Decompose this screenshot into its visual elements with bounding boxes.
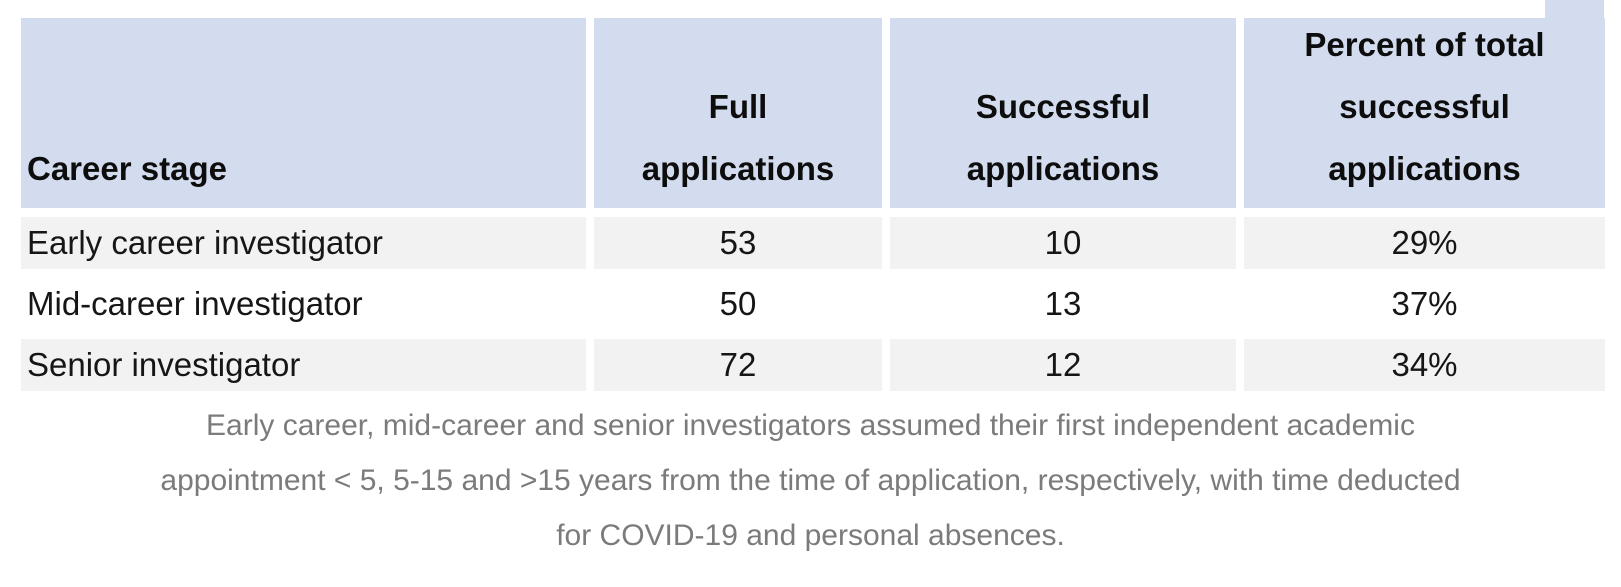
top-right-blue-square xyxy=(1545,0,1604,19)
header-line: applications xyxy=(966,150,1160,187)
cell-career-stage: Senior investigator xyxy=(21,339,586,391)
applications-table: Career stage Full applications Successfu… xyxy=(21,18,1605,391)
header-cell-career-stage: Career stage xyxy=(21,18,586,208)
caption-line-1: Early career, mid-career and senior inve… xyxy=(206,409,1415,442)
caption-line-2: appointment < 5, 5-15 and >15 years from… xyxy=(160,464,1461,497)
cell-successful-applications: 10 xyxy=(890,217,1236,269)
cell-percent-successful: 34% xyxy=(1244,339,1605,391)
cell-percent-successful: 37% xyxy=(1244,278,1605,330)
header-cell-percent-total-successful: Percent of total successful applications xyxy=(1244,18,1605,208)
cell-full-applications: 72 xyxy=(594,339,882,391)
header-line: Percent of total xyxy=(1304,26,1545,63)
table-caption: Early career, mid-career and senior inve… xyxy=(0,398,1621,563)
header-line: applications xyxy=(1328,150,1521,187)
cell-percent-successful: 29% xyxy=(1244,217,1605,269)
header-line: Career stage xyxy=(27,150,227,187)
header-line: applications xyxy=(641,150,835,187)
header-cell-successful-applications: Successful applications xyxy=(890,18,1236,208)
caption-line-3: for COVID-19 and personal absences. xyxy=(556,519,1065,552)
cell-successful-applications: 13 xyxy=(890,278,1236,330)
header-line: successful xyxy=(1339,88,1510,125)
cell-full-applications: 53 xyxy=(594,217,882,269)
header-line: Full xyxy=(708,88,768,125)
header-cell-full-applications: Full applications xyxy=(594,18,882,208)
cell-career-stage: Early career investigator xyxy=(21,217,586,269)
cell-career-stage: Mid-career investigator xyxy=(21,278,586,330)
cell-full-applications: 50 xyxy=(594,278,882,330)
cell-successful-applications: 12 xyxy=(890,339,1236,391)
header-line: Successful xyxy=(975,88,1151,125)
